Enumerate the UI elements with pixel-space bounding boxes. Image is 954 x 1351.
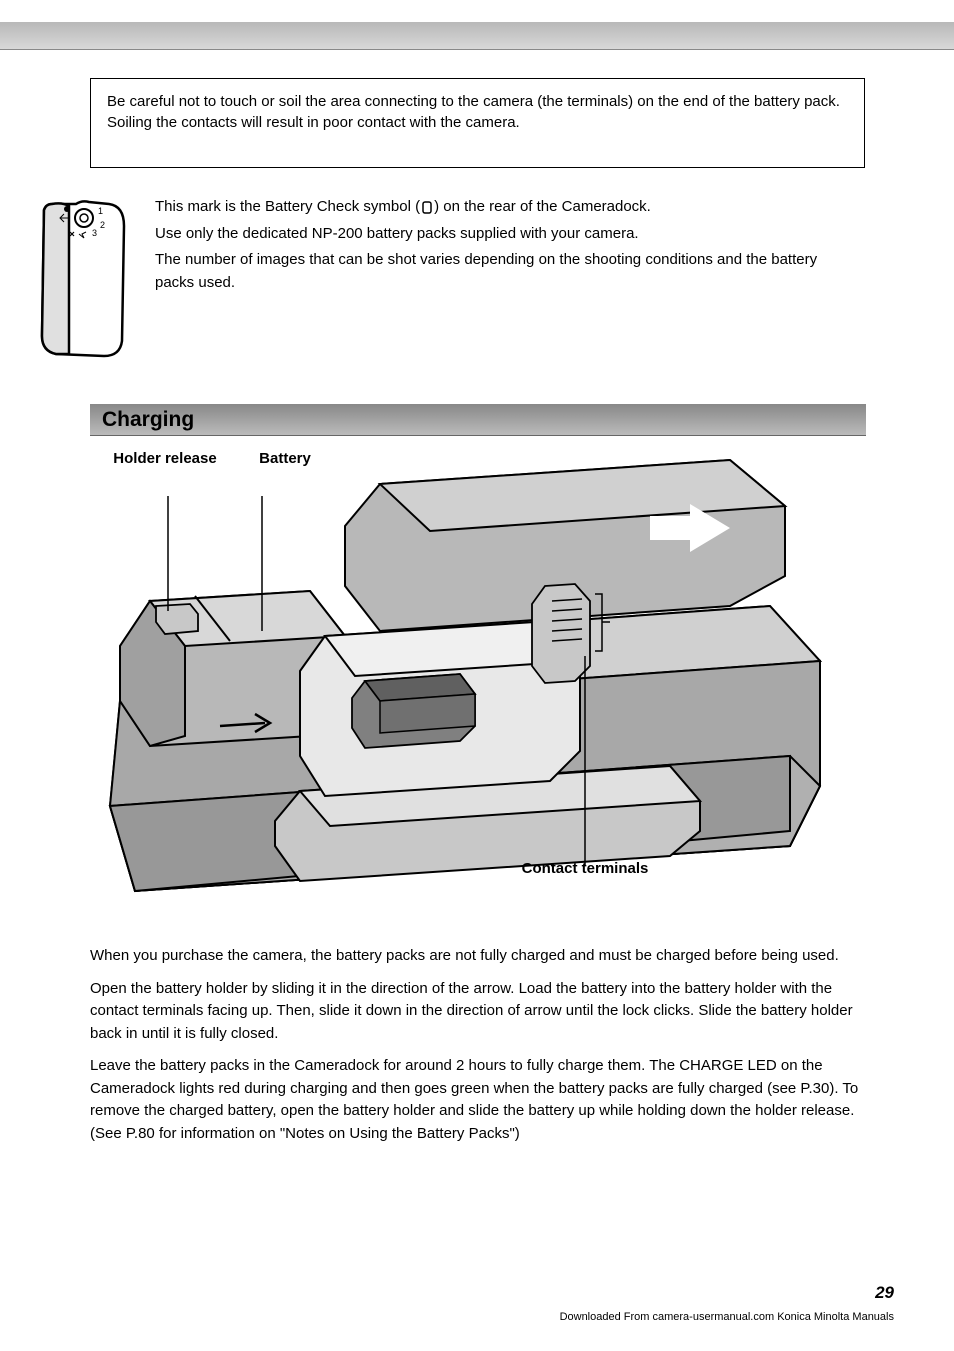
note-line-3: The number of images that can be shot va… bbox=[155, 249, 855, 294]
body-text-block: When you purchase the camera, the batter… bbox=[90, 945, 866, 1155]
callout-text: Be careful not to touch or soil the area… bbox=[107, 93, 840, 131]
notes-block: This mark is the Battery Check symbol ()… bbox=[155, 196, 855, 298]
camera-illustration: 1 2 3 bbox=[34, 196, 134, 366]
section-header-charging: Charging bbox=[90, 404, 866, 436]
note-line-1: This mark is the Battery Check symbol ()… bbox=[155, 196, 855, 219]
warning-callout: Be careful not to touch or soil the area… bbox=[90, 78, 865, 168]
page-number: 29 bbox=[875, 1283, 894, 1303]
battery-check-icon bbox=[420, 200, 434, 214]
body-p1: When you purchase the camera, the batter… bbox=[90, 945, 866, 968]
camera-svg: 1 2 3 bbox=[34, 196, 134, 366]
cameradock-svg bbox=[90, 436, 866, 936]
svg-text:1: 1 bbox=[98, 206, 103, 216]
note-line-2: Use only the dedicated NP-200 battery pa… bbox=[155, 223, 855, 246]
svg-text:2: 2 bbox=[100, 220, 105, 230]
body-p3: Leave the battery packs in the Cameradoc… bbox=[90, 1055, 866, 1145]
page-source-label: Downloaded From camera-usermanual.com Ko… bbox=[560, 1311, 894, 1323]
body-p2: Open the battery holder by sliding it in… bbox=[90, 978, 866, 1046]
svg-text:3: 3 bbox=[92, 228, 97, 238]
section-title: Charging bbox=[102, 408, 194, 431]
top-gradient-bar bbox=[0, 22, 954, 50]
charging-diagram bbox=[90, 436, 866, 936]
label-contact-terminals: Contact terminals bbox=[485, 860, 685, 878]
